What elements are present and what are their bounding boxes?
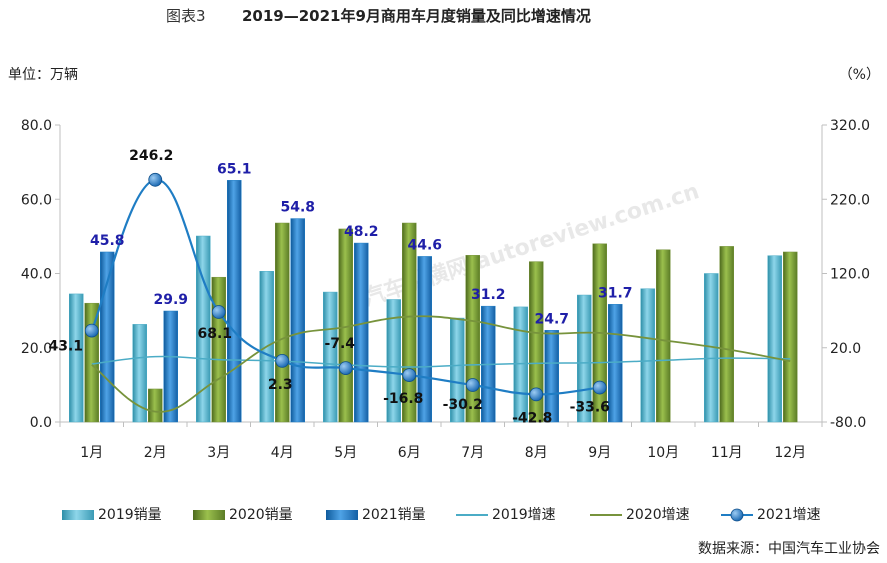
growth-value-label: -33.6 (570, 400, 610, 416)
x-tick-label: 5月 (334, 445, 357, 461)
marker-2021增速 (592, 380, 607, 395)
bar-2021销量 (227, 180, 242, 423)
figure-label: 图表3 (166, 7, 206, 25)
x-tick-label: 7月 (461, 445, 484, 461)
x-tick-label: 3月 (207, 445, 230, 461)
bar-value-label: 29.9 (153, 292, 188, 308)
right-tick-label: 120.0 (830, 267, 870, 283)
marker-2021增速 (148, 172, 163, 187)
x-tick-label: 12月 (774, 445, 806, 461)
legend-label: 2019销量 (98, 507, 162, 523)
line-2020增速 (91, 315, 791, 413)
bar-2020销量 (275, 222, 290, 423)
right-axis-unit: （%） (839, 67, 880, 83)
growth-value-label: -16.8 (383, 391, 423, 407)
legend: 2019销量 2020销量 2021销量 2019增速 2020增速 2021增速 (62, 507, 821, 523)
bar-2019销量 (69, 293, 84, 423)
bar-2021销量 (163, 310, 178, 423)
bar-2020销量 (656, 249, 671, 423)
line-2019增速 (91, 355, 791, 368)
source-note: 数据来源：中国汽车工业协会 (698, 540, 880, 557)
right-tick-label: 20.0 (830, 341, 861, 357)
left-tick-label: 60.0 (21, 192, 52, 208)
left-tick-label: 40.0 (21, 267, 52, 283)
marker-2021增速 (338, 361, 353, 375)
legend-swatch-2021销量 (326, 510, 358, 520)
bar-value-label: 48.2 (344, 224, 379, 240)
bar-value-label: 31.2 (471, 287, 506, 303)
legend-label: 2019增速 (492, 507, 556, 523)
bar-value-label: 45.8 (90, 233, 125, 249)
bar-2020销量 (719, 246, 734, 423)
bar-2020销量 (783, 251, 798, 423)
bar-2021销量 (417, 256, 432, 423)
x-tick-label: 8月 (525, 445, 548, 461)
growth-lines (84, 172, 791, 413)
growth-value-label: 68.1 (197, 326, 232, 342)
x-tick-label: 9月 (588, 445, 611, 461)
bar-2019销量 (767, 255, 782, 423)
x-axis: 1月 2月 3月 4月 5月 6月 7月 8月 9月 10月 11月 12月 (59, 421, 823, 461)
bar-2019销量 (640, 288, 655, 423)
legend-swatch-2020销量 (193, 510, 225, 520)
x-tick-label: 10月 (647, 445, 679, 461)
legend-label: 2021增速 (757, 507, 821, 523)
bar-value-label: 65.1 (217, 161, 252, 177)
bar-2019销量 (386, 299, 401, 423)
marker-2021增速 (84, 323, 99, 338)
legend-swatch-2019销量 (62, 510, 94, 520)
data-labels: 45.8 29.9 65.1 54.8 48.2 44.6 31.2 24.7 31.7 43.1… (48, 148, 632, 427)
growth-value-label: 43.1 (48, 339, 83, 355)
chart-title: 2019—2021年9月商用车月度销量及同比增速情况 (242, 7, 591, 25)
growth-value-label: 246.2 (129, 148, 173, 164)
marker-2021增速 (275, 353, 290, 368)
bar-value-label: 44.6 (407, 237, 442, 253)
marker-2021增速 (465, 378, 480, 392)
x-tick-label: 1月 (80, 445, 103, 461)
x-tick-label: 11月 (711, 445, 743, 461)
marker-2021增速 (402, 368, 417, 382)
growth-value-label: 2.3 (268, 377, 293, 393)
growth-value-label: -7.4 (324, 336, 355, 352)
left-tick-label: 80.0 (21, 118, 52, 134)
bar-2019销量 (323, 291, 338, 423)
bar-2019销量 (450, 317, 465, 423)
bar-2020销量 (211, 276, 226, 423)
right-tick-label: 320.0 (830, 118, 870, 134)
right-axis: -80.0 20.0 120.0 220.0 320.0 (821, 118, 870, 431)
left-tick-label: 0.0 (30, 415, 52, 431)
left-axis: 0.0 20.0 40.0 60.0 80.0 (21, 118, 61, 431)
legend-marker (730, 508, 744, 522)
bar-value-label: 24.7 (534, 311, 569, 327)
x-tick-label: 6月 (398, 445, 421, 461)
right-tick-label: 220.0 (830, 192, 870, 208)
bar-2020销量 (84, 302, 99, 423)
bar-2021销量 (354, 242, 369, 423)
bar-2021销量 (608, 304, 623, 423)
legend-label: 2020增速 (626, 507, 690, 523)
marker-2021增速 (529, 387, 544, 402)
growth-value-label: -30.2 (443, 397, 483, 413)
legend-label: 2020销量 (229, 507, 293, 523)
legend-label: 2021销量 (362, 507, 426, 523)
x-tick-label: 4月 (271, 445, 294, 461)
bar-2021销量 (544, 330, 559, 423)
left-tick-label: 20.0 (21, 341, 52, 357)
bar-2020销量 (148, 388, 163, 423)
bar-2021销量 (100, 251, 115, 423)
left-axis-unit: 单位：万辆 (8, 67, 78, 83)
marker-2021增速 (211, 305, 226, 319)
x-tick-label: 2月 (144, 445, 167, 461)
bar-2019销量 (132, 324, 147, 423)
bar-value-label: 54.8 (280, 200, 315, 216)
bar-2020销量 (529, 261, 544, 423)
bar-2019销量 (196, 235, 211, 423)
bar-2021销量 (290, 218, 305, 423)
growth-value-label: -42.8 (512, 410, 552, 426)
bar-value-label: 31.7 (598, 285, 633, 301)
right-tick-label: -80.0 (830, 415, 866, 431)
